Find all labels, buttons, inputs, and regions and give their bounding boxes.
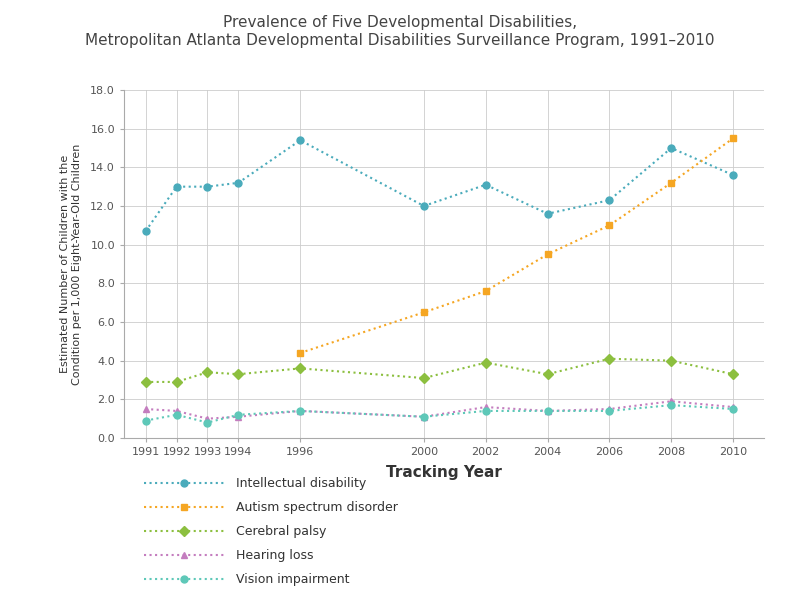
Vision impairment xyxy=(728,406,738,413)
Intellectual disability xyxy=(728,172,738,179)
Autism spectrum disorder xyxy=(419,309,429,316)
Hearing loss xyxy=(234,413,243,421)
Cerebral palsy xyxy=(234,371,243,378)
Intellectual disability xyxy=(666,145,676,152)
Cerebral palsy xyxy=(666,357,676,364)
Autism spectrum disorder xyxy=(728,135,738,142)
Text: Hearing loss: Hearing loss xyxy=(236,548,314,562)
Cerebral palsy xyxy=(295,365,305,372)
Cerebral palsy xyxy=(605,355,614,362)
Vision impairment xyxy=(666,401,676,409)
Hearing loss xyxy=(728,403,738,410)
Autism spectrum disorder xyxy=(666,179,676,187)
Autism spectrum disorder xyxy=(542,251,552,258)
Text: Prevalence of Five Developmental Disabilities,: Prevalence of Five Developmental Disabil… xyxy=(223,15,577,30)
Hearing loss xyxy=(542,407,552,415)
Intellectual disability xyxy=(234,179,243,187)
Text: Metropolitan Atlanta Developmental Disabilities Surveillance Program, 1991–2010: Metropolitan Atlanta Developmental Disab… xyxy=(86,33,714,48)
Vision impairment xyxy=(172,411,182,418)
Intellectual disability xyxy=(202,183,212,190)
Vision impairment xyxy=(481,407,490,415)
Vision impairment xyxy=(234,411,243,418)
Cerebral palsy xyxy=(728,371,738,378)
Autism spectrum disorder xyxy=(605,222,614,229)
Autism spectrum disorder xyxy=(295,349,305,356)
Line: Autism spectrum disorder: Autism spectrum disorder xyxy=(297,135,737,356)
Vision impairment xyxy=(202,419,212,426)
Hearing loss xyxy=(141,406,150,413)
Intellectual disability xyxy=(481,181,490,188)
Line: Intellectual disability: Intellectual disability xyxy=(142,137,737,235)
Intellectual disability xyxy=(542,210,552,217)
Autism spectrum disorder xyxy=(481,287,490,295)
Cerebral palsy xyxy=(202,368,212,376)
Line: Hearing loss: Hearing loss xyxy=(142,398,737,422)
Hearing loss xyxy=(481,403,490,410)
Hearing loss xyxy=(295,407,305,415)
Intellectual disability xyxy=(295,137,305,144)
Line: Cerebral palsy: Cerebral palsy xyxy=(142,355,737,385)
Vision impairment xyxy=(419,413,429,421)
Vision impairment xyxy=(141,417,150,424)
Text: Autism spectrum disorder: Autism spectrum disorder xyxy=(236,500,398,514)
Hearing loss xyxy=(172,407,182,415)
Text: Intellectual disability: Intellectual disability xyxy=(236,476,366,490)
Text: Vision impairment: Vision impairment xyxy=(236,572,350,586)
Cerebral palsy xyxy=(542,371,552,378)
Hearing loss xyxy=(666,398,676,405)
Y-axis label: Estimated Number of Children with the
Condition per 1,000 Eight-Year-Old Childre: Estimated Number of Children with the Co… xyxy=(60,143,82,385)
Vision impairment xyxy=(605,407,614,415)
Line: Vision impairment: Vision impairment xyxy=(142,401,737,426)
Vision impairment xyxy=(542,407,552,415)
Cerebral palsy xyxy=(481,359,490,366)
Hearing loss xyxy=(605,406,614,413)
Cerebral palsy xyxy=(172,379,182,386)
X-axis label: Tracking Year: Tracking Year xyxy=(386,466,502,481)
Intellectual disability xyxy=(419,202,429,209)
Cerebral palsy xyxy=(419,374,429,382)
Intellectual disability xyxy=(141,227,150,235)
Vision impairment xyxy=(295,407,305,415)
Hearing loss xyxy=(419,413,429,421)
Cerebral palsy xyxy=(141,379,150,386)
Intellectual disability xyxy=(605,197,614,204)
Hearing loss xyxy=(202,415,212,422)
Intellectual disability xyxy=(172,183,182,190)
Text: Cerebral palsy: Cerebral palsy xyxy=(236,524,326,538)
